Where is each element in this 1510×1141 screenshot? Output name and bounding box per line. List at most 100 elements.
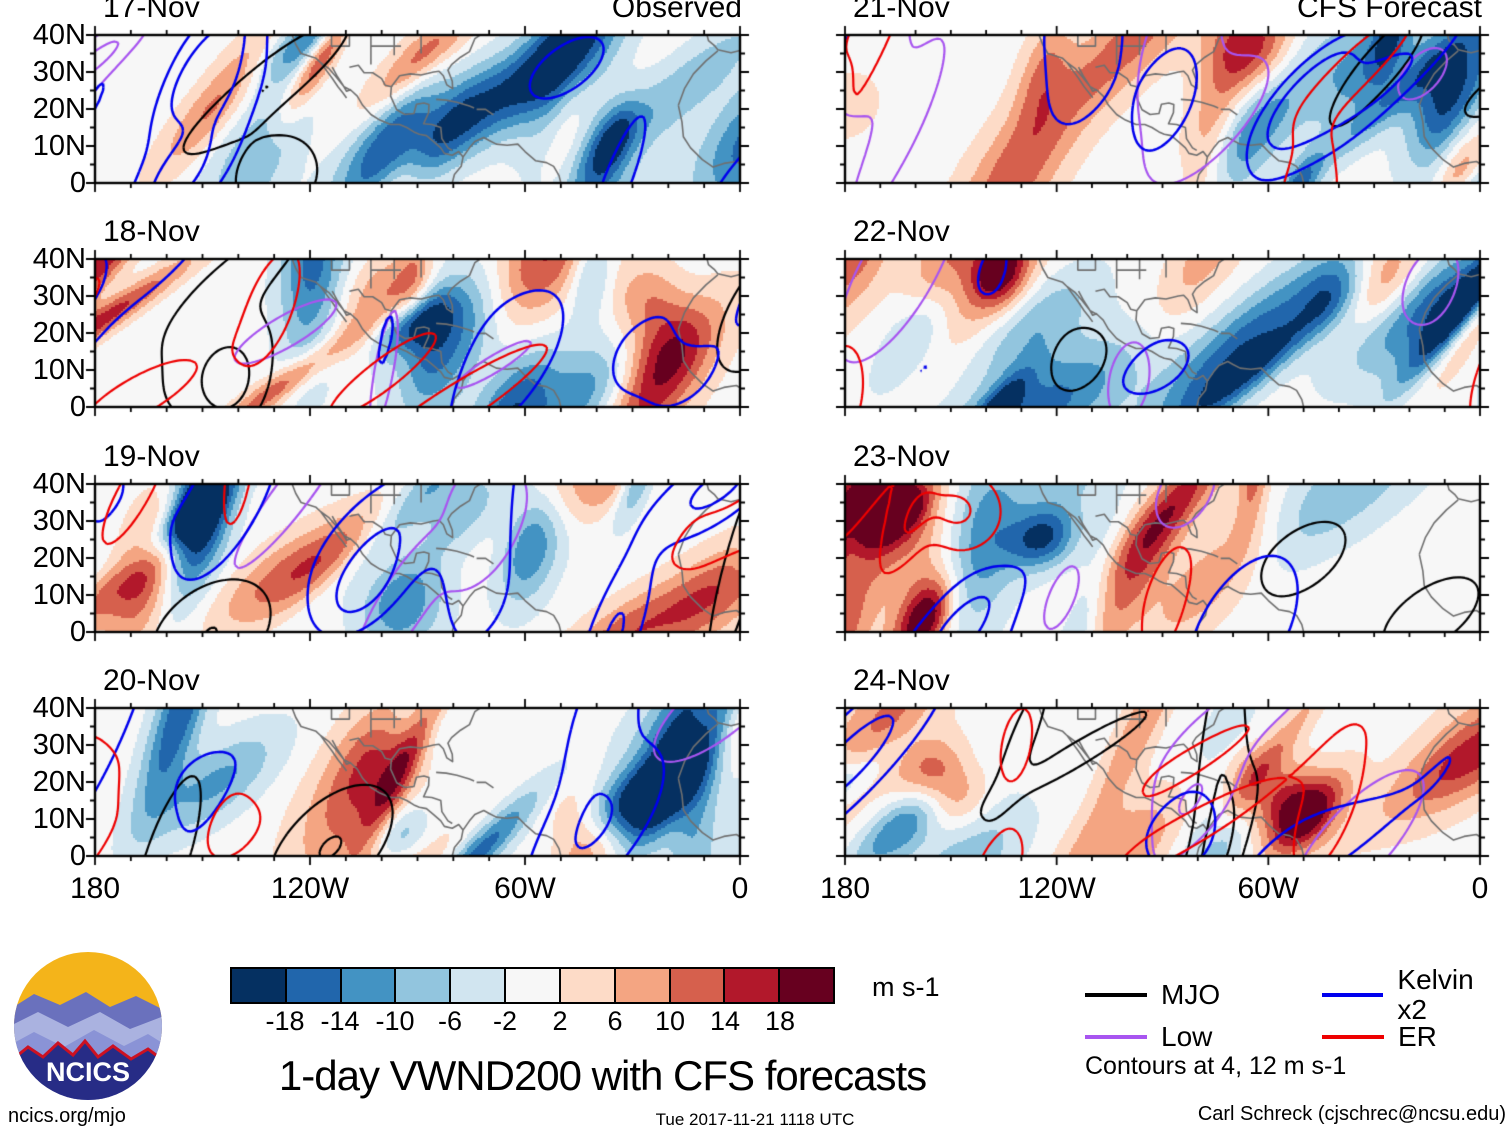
panel-forecast-22-nov: 22-Nov	[833, 214, 1492, 419]
logo-ridge	[14, 1038, 162, 1100]
colorbar-segment	[286, 969, 342, 1002]
y-axis-tick-label: 10N	[32, 130, 86, 162]
x-axis-tick-label: 0	[731, 872, 749, 905]
colorbar-segment	[560, 969, 616, 1002]
panel-date: 23-Nov	[853, 440, 950, 473]
mjo-line-swatch	[1085, 993, 1147, 997]
panel-observed-20-nov: 20-Nov	[83, 663, 752, 868]
low-line-swatch	[1085, 1035, 1147, 1039]
colorbar-segment	[780, 969, 833, 1002]
panel-date: 24-Nov	[853, 664, 950, 697]
colorbar-tick-value: -10	[375, 1006, 415, 1036]
contour-levels-note: Contours at 4, 12 m s-1	[1085, 1052, 1347, 1080]
y-axis-tick-label: 0	[69, 840, 86, 872]
panel-title-row: 21-Nov CFS Forecast	[833, 0, 1492, 23]
y-axis-tick-label: 0	[69, 167, 86, 199]
y-axis-tick-label: 40N	[32, 468, 86, 500]
y-axis-tick-label: 30N	[32, 505, 86, 537]
panel-title-row: 17-Nov Observed	[83, 0, 752, 23]
x-axis-tick-label: 60W	[494, 872, 556, 905]
legend-item-kelvin: Kelvin x2	[1322, 965, 1510, 1025]
er-line-swatch	[1322, 1035, 1384, 1039]
colorbar-segment	[451, 969, 507, 1002]
panel-title-row: 19-Nov	[83, 439, 752, 472]
x-axis-tick-label: 120W	[1017, 872, 1096, 905]
column-heading-observed: Observed	[611, 0, 742, 24]
y-axis-tick-label: 10N	[32, 354, 86, 386]
map-canvas	[833, 472, 1492, 644]
x-axis-tick-label: 60W	[1237, 872, 1300, 905]
timestamp: Tue 2017-11-21 1118 UTC	[655, 1110, 855, 1129]
credit: Carl Schreck (cjschrec@ncsu.edu)	[1197, 1103, 1506, 1125]
colorbar-tick-value: 14	[709, 1006, 741, 1036]
y-axis-tick-label: 20N	[32, 542, 86, 574]
panel-date: 20-Nov	[103, 664, 200, 697]
panel-forecast-24-nov: 24-Nov	[833, 663, 1492, 868]
map-canvas	[833, 247, 1492, 419]
legend-label: Low	[1161, 1021, 1213, 1052]
panel-title-row: 22-Nov	[833, 214, 1492, 247]
panel-forecast-23-nov: 23-Nov	[833, 439, 1492, 644]
legend-label: Kelvin x2	[1397, 964, 1474, 1025]
x-axis-tick-label: 180	[819, 872, 871, 905]
panel-title-row: 20-Nov	[83, 663, 752, 696]
legend-item-mjo: MJO	[1085, 980, 1220, 1010]
map-canvas	[83, 472, 752, 644]
colorbar-tick-labels: -18 -14 -10 -6 -2 2 6 10 14 18	[230, 1006, 835, 1036]
panel-date: 19-Nov	[103, 440, 200, 473]
panel-date: 21-Nov	[853, 0, 950, 24]
y-axis-tick-label: 10N	[32, 579, 86, 611]
colorbar-tick-value: 2	[552, 1006, 568, 1036]
map-canvas	[833, 696, 1492, 868]
colorbar-tick-value: -2	[492, 1006, 518, 1036]
colorbar-units-label: m s-1	[872, 972, 940, 1002]
y-axis-tick-label: 20N	[32, 317, 86, 349]
y-axis-tick-label: 40N	[32, 243, 86, 275]
colorbar-tick-value: -18	[265, 1006, 305, 1036]
y-axis-tick-label: 30N	[32, 729, 86, 761]
y-axis-tick-label: 20N	[32, 766, 86, 798]
panel-title-row: 18-Nov	[83, 214, 752, 247]
map-canvas	[83, 247, 752, 419]
panel-observed-19-nov: 19-Nov	[83, 439, 752, 644]
legend-label: MJO	[1161, 979, 1221, 1010]
colorbar-segment	[615, 969, 671, 1002]
y-axis-tick-label: 30N	[32, 280, 86, 312]
figure-title: 1-day VWND200 with CFS forecasts	[278, 1052, 927, 1099]
site-link: ncics.org/mjo	[8, 1105, 126, 1127]
y-axis-tick-label: 20N	[32, 93, 86, 125]
map-canvas	[83, 23, 752, 195]
panel-observed-18-nov: 18-Nov	[83, 214, 752, 419]
colorbar	[230, 967, 835, 1004]
ncics-logo: NCICS	[14, 952, 162, 1100]
colorbar-segment	[341, 969, 397, 1002]
colorbar-tick-value: 6	[607, 1006, 623, 1036]
y-axis-tick-label: 10N	[32, 803, 86, 835]
x-axis-tick-label: 180	[69, 872, 121, 905]
kelvin-line-swatch	[1322, 993, 1384, 997]
legend-item-er: ER	[1322, 1022, 1437, 1052]
colorbar-segment	[670, 969, 726, 1002]
y-axis-tick-label: 0	[69, 616, 86, 648]
colorbar-segment	[506, 969, 561, 1002]
colorbar-segment	[232, 969, 287, 1002]
panel-title-row: 23-Nov	[833, 439, 1492, 472]
y-axis-tick-label: 40N	[32, 692, 86, 724]
panel-observed-17-nov: 17-Nov Observed	[83, 0, 752, 195]
colorbar-segment	[396, 969, 452, 1002]
colorbar-tick-value: -14	[320, 1006, 360, 1036]
logo-text: NCICS	[46, 1057, 130, 1087]
y-axis-tick-label: 30N	[32, 56, 86, 88]
map-canvas	[833, 23, 1492, 195]
panel-forecast-21-nov: 21-Nov CFS Forecast	[833, 0, 1492, 195]
panel-date: 22-Nov	[853, 215, 950, 248]
column-heading-cfs-forecast: CFS Forecast	[1296, 0, 1482, 24]
legend-label: ER	[1398, 1021, 1437, 1052]
colorbar-segment	[725, 969, 781, 1002]
y-axis-tick-label: 0	[69, 391, 86, 423]
x-axis-tick-label: 0	[1471, 872, 1489, 905]
legend-item-low: Low	[1085, 1022, 1212, 1052]
map-canvas	[83, 696, 752, 868]
colorbar-tick-value: 18	[764, 1006, 796, 1036]
